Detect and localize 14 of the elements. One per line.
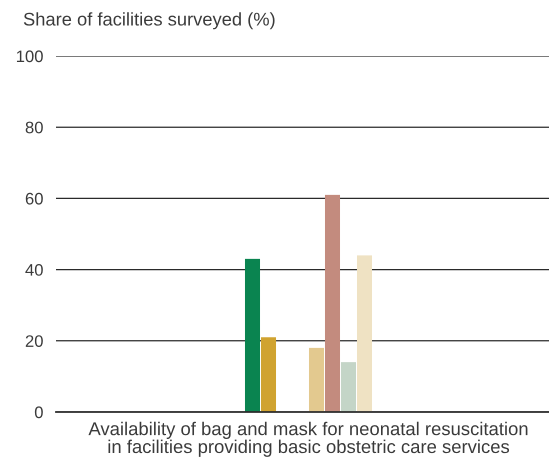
y-tick-label: 80 bbox=[26, 122, 43, 134]
y-tick-label: 0 bbox=[34, 406, 43, 418]
bar bbox=[324, 194, 340, 412]
y-tick-label: 100 bbox=[16, 50, 43, 62]
y-axis-title: Share of facilities surveyed (%) bbox=[24, 12, 275, 30]
bar bbox=[260, 337, 276, 412]
y-tick-label: 40 bbox=[25, 264, 43, 276]
bar bbox=[340, 362, 356, 412]
bar bbox=[356, 255, 372, 412]
y-tick-label: 60 bbox=[26, 192, 43, 205]
y-tick-label: 20 bbox=[26, 335, 43, 348]
x-tick-label: Availability of bag and mask for neonatal resuscitation in facilities providing basic obstetric care services bbox=[88, 422, 528, 457]
bar bbox=[308, 348, 324, 412]
bar bbox=[244, 258, 260, 412]
